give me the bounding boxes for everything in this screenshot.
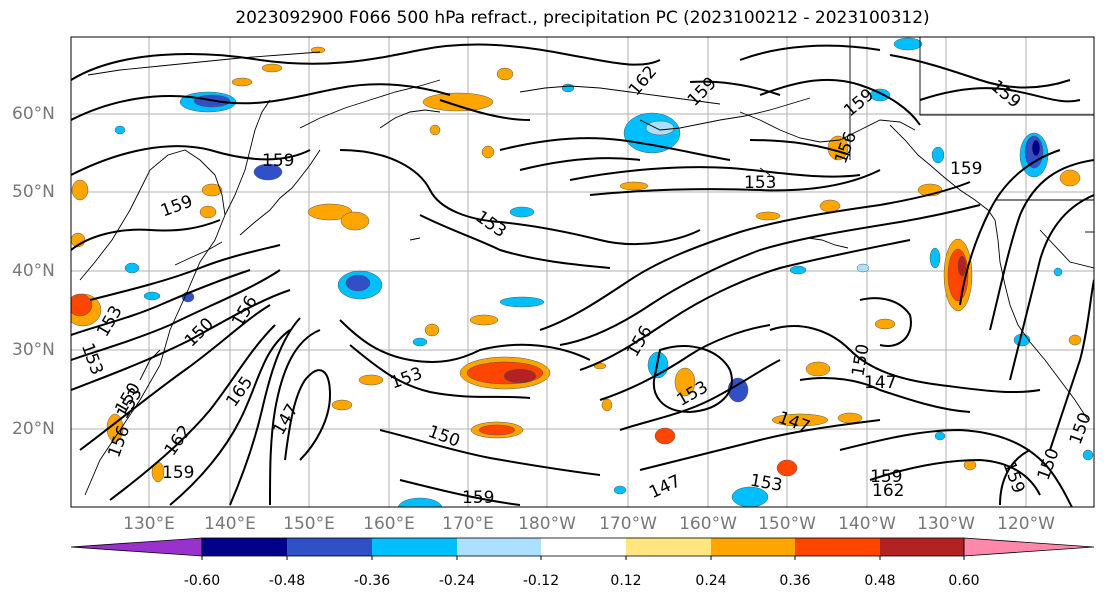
colorbar-tick-label: -0.24	[438, 573, 476, 589]
colorbar-tick-label: 0.24	[695, 573, 727, 589]
latitude-label: 60°N	[12, 104, 55, 124]
contour-label: 153	[744, 173, 776, 193]
contour-label: 159	[462, 488, 494, 508]
colorbar-tick-label: 0.36	[779, 573, 811, 589]
colorbar-tick-label: -0.48	[268, 573, 306, 589]
latitude-label: 20°N	[12, 419, 55, 439]
precipitation-shading	[71, 37, 1094, 507]
contour-label: 147	[864, 373, 896, 393]
longitude-label: 160°W	[679, 514, 737, 534]
coastlines	[79, 37, 1094, 496]
longitude-label: 120°W	[997, 514, 1055, 534]
latitude-label: 50°N	[12, 182, 55, 202]
longitude-label: 130°E	[123, 514, 175, 534]
colorbar-segment	[457, 538, 541, 556]
longitude-label: 140°W	[838, 514, 896, 534]
colorbar-extend-high	[963, 537, 1095, 557]
colorbar-segment	[372, 538, 457, 556]
colorbar-segment	[202, 538, 287, 556]
colorbar-extend-low	[70, 537, 203, 557]
colorbar-segment	[880, 538, 964, 556]
colorbar-segment	[711, 538, 795, 556]
colorbar-tick-label: 0.60	[948, 573, 980, 589]
contour-label: 159	[870, 467, 902, 487]
contour-label: 162	[872, 481, 904, 501]
colorbar-tick-label: 0.12	[610, 573, 642, 589]
colorbar-tick-label: -0.12	[522, 573, 560, 589]
contour-label: 159	[262, 151, 294, 171]
colorbar-tick-label: -0.60	[183, 573, 221, 589]
colorbar-segment	[287, 538, 372, 556]
colorbar-outline	[201, 537, 965, 557]
contour-label: 159	[162, 463, 194, 483]
refractivity-contours	[71, 43, 1094, 507]
longitude-label: 160°E	[363, 514, 415, 534]
colorbar	[70, 537, 1095, 560]
colorbar-segment	[626, 538, 711, 556]
longitude-label: 150°E	[283, 514, 335, 534]
longitude-label: 140°E	[204, 514, 256, 534]
colorbar-segment	[795, 538, 880, 556]
latitude-label: 40°N	[12, 261, 55, 281]
map-title: 2023092900 F066 500 hPa refract., precip…	[235, 8, 930, 28]
longitude-label: 150°W	[758, 514, 816, 534]
graticule	[71, 37, 1094, 507]
longitude-label: 130°W	[917, 514, 975, 534]
longitude-label: 170°E	[442, 514, 494, 534]
map-frame	[70, 36, 1095, 508]
longitude-label: 170°W	[599, 514, 657, 534]
latitude-label: 30°N	[12, 340, 55, 360]
colorbar-tick-label: -0.36	[353, 573, 391, 589]
colorbar-segment	[541, 538, 626, 556]
contour-label: 159	[950, 159, 982, 179]
colorbar-tick-label: 0.48	[864, 573, 896, 589]
longitude-label: 180°W	[518, 514, 576, 534]
